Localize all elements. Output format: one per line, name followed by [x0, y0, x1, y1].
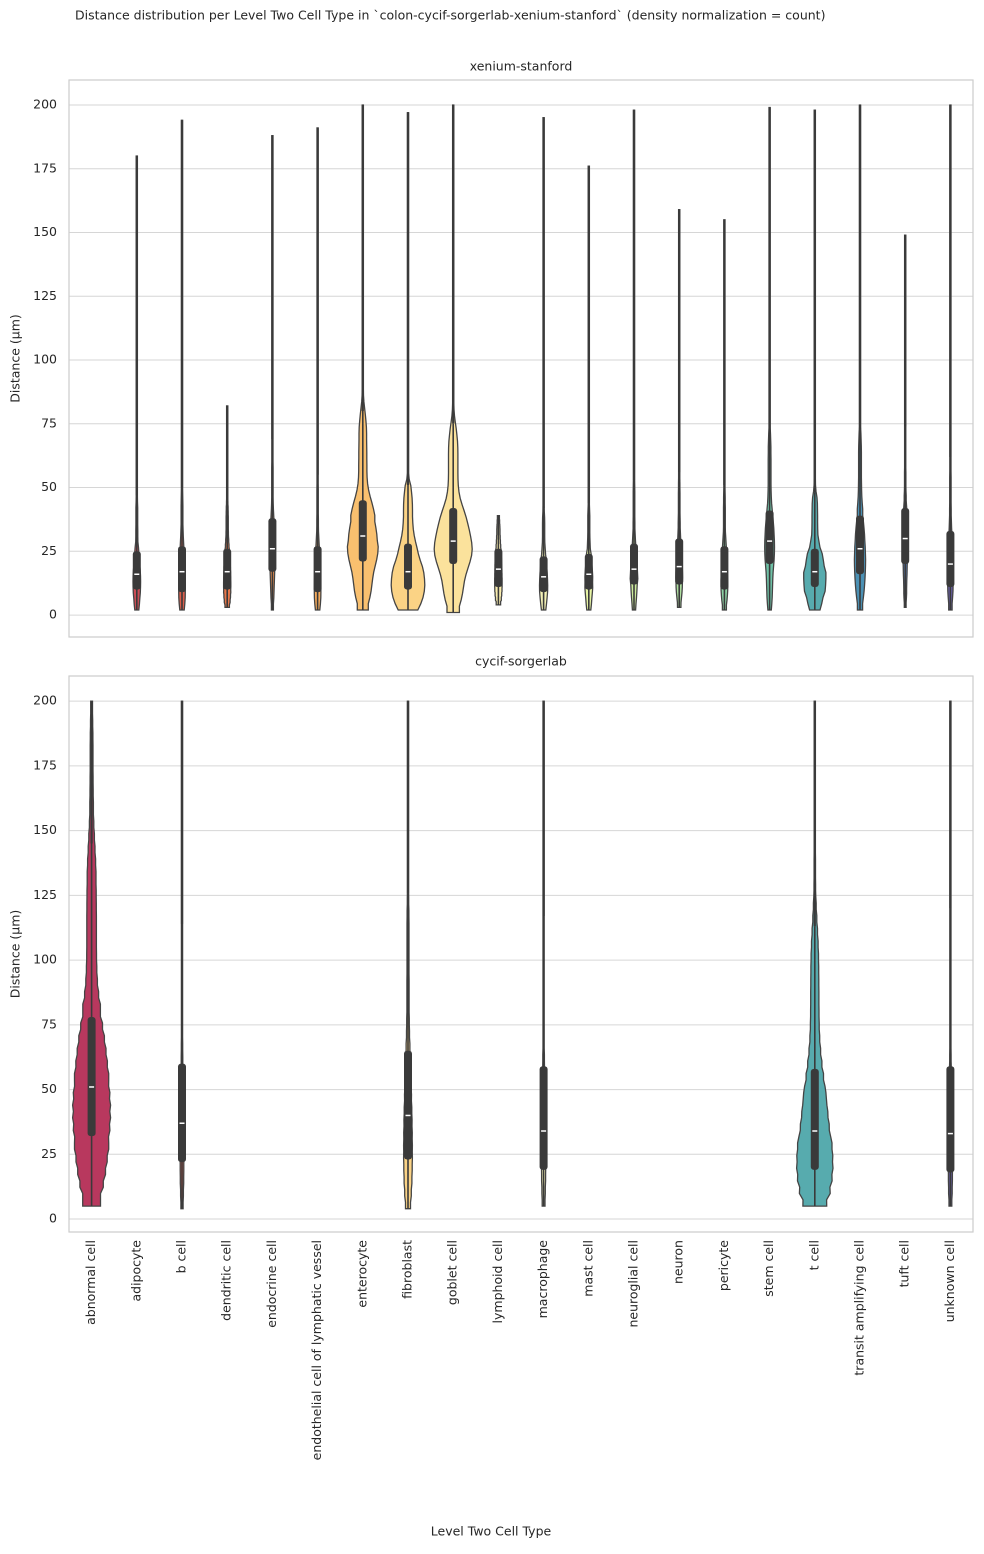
iqr-box: [810, 1068, 819, 1170]
y-tick-label: 50: [41, 479, 57, 494]
y-tick-label: 200: [33, 693, 57, 708]
y-tick-label: 150: [33, 224, 57, 239]
iqr-box: [946, 530, 955, 588]
x-tick-label: endothelial cell of lymphatic vessel: [309, 1240, 324, 1460]
x-tick-label: lymphoid cell: [490, 1240, 505, 1323]
y-tick-label: 175: [33, 757, 57, 772]
iqr-box: [765, 510, 774, 565]
iqr-box: [178, 546, 186, 593]
x-tick-label: unknown cell: [942, 1240, 957, 1322]
panel-title: cycif-sorgerlab: [475, 654, 567, 669]
iqr-box: [539, 556, 548, 593]
x-tick-label: b cell: [174, 1240, 189, 1273]
iqr-box: [630, 543, 638, 585]
x-tick-label: neuron: [671, 1240, 686, 1284]
y-axis-label: Distance (µm): [8, 910, 23, 999]
iqr-box: [313, 546, 322, 593]
iqr-box: [132, 551, 141, 590]
iqr-box: [449, 507, 458, 565]
y-tick-label: 100: [33, 952, 57, 967]
x-tick-label: stem cell: [761, 1240, 776, 1297]
y-tick-label: 175: [33, 160, 57, 175]
y-tick-label: 100: [33, 352, 57, 367]
plot-frame: [68, 675, 974, 1233]
x-tick-label: enterocyte: [354, 1240, 369, 1308]
x-tick-label: transit amplifying cell: [852, 1240, 867, 1376]
plot-frame: [68, 79, 974, 638]
iqr-box: [901, 507, 910, 565]
y-tick-label: 150: [33, 822, 57, 837]
x-tick-label: pericyte: [716, 1240, 731, 1291]
x-tick-label: fibroblast: [400, 1240, 415, 1299]
iqr-box: [358, 500, 367, 562]
iqr-box: [810, 548, 819, 588]
iqr-box: [87, 1017, 96, 1137]
x-tick-label: adipocyte: [128, 1240, 143, 1302]
x-axis-label: Level Two Cell Type: [431, 1524, 552, 1539]
iqr-box: [539, 1066, 548, 1170]
x-tick-label: t cell: [806, 1240, 821, 1270]
y-tick-label: 25: [41, 1146, 57, 1161]
y-tick-label: 50: [41, 1081, 57, 1096]
x-tick-label: endocrine cell: [264, 1240, 279, 1328]
iqr-box: [404, 543, 412, 590]
iqr-box: [494, 548, 503, 588]
iqr-box: [268, 518, 277, 572]
x-tick-label: tuft cell: [897, 1240, 912, 1287]
y-tick-label: 0: [49, 1211, 57, 1226]
panel-title: xenium-stanford: [470, 59, 573, 74]
iqr-box: [223, 548, 232, 590]
y-tick-label: 0: [49, 607, 57, 622]
iqr-box: [404, 1050, 412, 1160]
y-tick-label: 125: [33, 288, 57, 303]
y-tick-label: 75: [41, 1016, 57, 1031]
x-tick-label: abnormal cell: [83, 1240, 98, 1325]
iqr-box: [720, 546, 729, 590]
y-tick-label: 75: [41, 415, 57, 430]
x-tick-label: neuroglial cell: [626, 1240, 641, 1328]
iqr-box: [675, 538, 684, 585]
chart-title: Distance distribution per Level Two Cell…: [75, 8, 825, 23]
x-tick-label: dendritic cell: [219, 1240, 234, 1321]
x-tick-label: macrophage: [535, 1240, 550, 1319]
iqr-box: [856, 515, 864, 575]
y-tick-label: 25: [41, 543, 57, 558]
iqr-box: [584, 553, 593, 590]
y-tick-label: 200: [33, 96, 57, 111]
x-tick-label: goblet cell: [445, 1240, 460, 1305]
x-tick-label: mast cell: [580, 1240, 595, 1297]
y-axis-label: Distance (µm): [8, 314, 23, 403]
y-tick-label: 125: [33, 887, 57, 902]
iqr-box: [178, 1063, 186, 1163]
iqr-box: [946, 1066, 955, 1173]
